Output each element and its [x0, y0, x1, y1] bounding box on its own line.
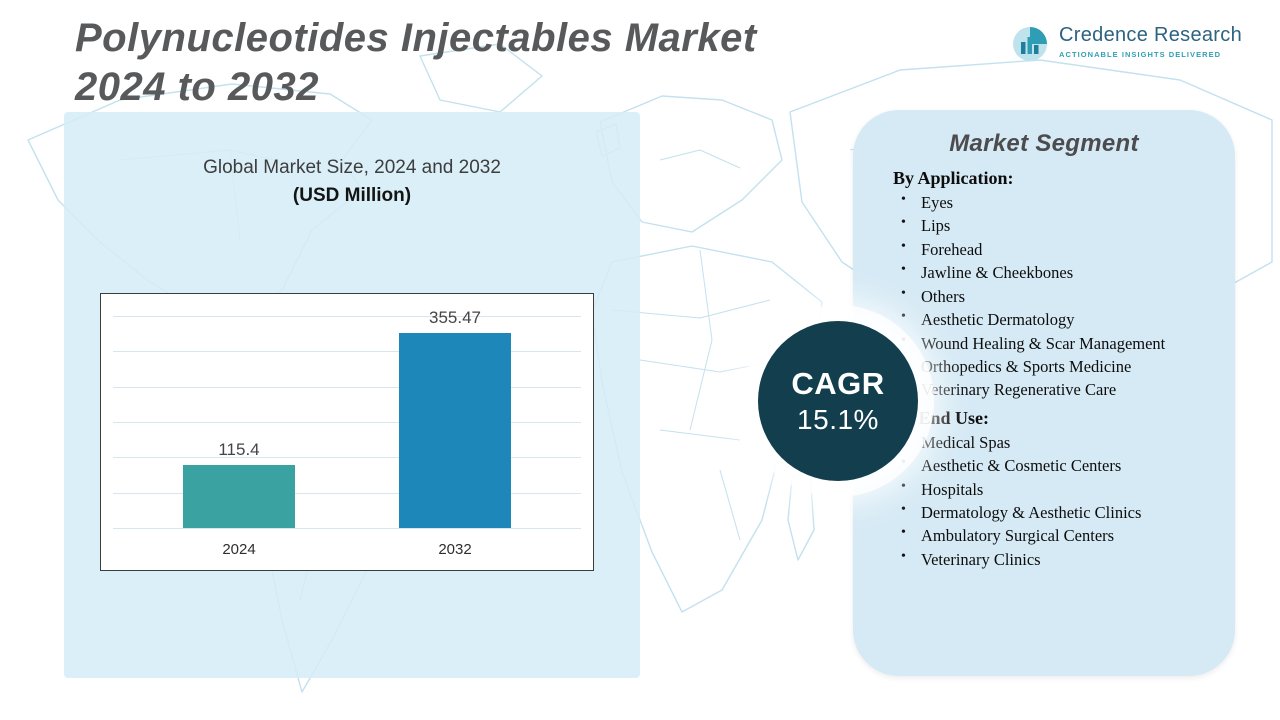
logo-name: Credence Research: [1059, 24, 1242, 46]
segment-item: Ambulatory Surgical Centers: [893, 523, 1209, 547]
bar-column-2032: 355.47 2032: [399, 308, 511, 558]
segment-item: Orthopedics & Sports Medicine: [893, 354, 1209, 378]
logo-tagline: ACTIONABLE INSIGHTS DELIVERED: [1059, 50, 1222, 59]
gridline: [113, 457, 581, 459]
gridline: [113, 386, 581, 388]
bar-2032: [399, 333, 511, 528]
bar-value-label: 355.47: [429, 308, 481, 327]
page-title-line1: Polynucleotides Injectables Market: [75, 16, 757, 60]
map-greenland: [419, 43, 543, 113]
gridline: [113, 351, 581, 353]
gridline: [113, 492, 581, 494]
segment-item: Aesthetic & Cosmetic Centers: [893, 453, 1209, 477]
segment-panel-body: By Application:EyesLipsForeheadJawline &…: [853, 168, 1235, 571]
segment-list: EyesLipsForeheadJawline & CheekbonesOthe…: [893, 190, 1209, 402]
bar-value-label: 115.4: [218, 440, 260, 459]
logo-text: Credence Research ACTIONABLE INSIGHTS DE…: [1059, 24, 1242, 59]
gridline: [113, 316, 581, 317]
logo-icon: [1013, 27, 1048, 61]
segment-item: Veterinary Regenerative Care: [893, 377, 1209, 401]
map-madagascar: [787, 469, 815, 561]
segment-item: Others: [893, 284, 1209, 308]
segment-heading: By End Use:: [893, 407, 990, 428]
bar-column-2024: 115.4 2024: [183, 308, 295, 558]
gridline: [113, 422, 581, 423]
segment-item: Lips: [893, 213, 1209, 237]
segment-list: Medical SpasAesthetic & Cosmetic Centers…: [893, 430, 1209, 572]
segment-item: Veterinary Clinics: [893, 547, 1209, 571]
chart-subtitle-line2: (USD Million): [292, 185, 412, 206]
cagr-label: CAGR: [791, 366, 885, 401]
logo: Credence Research ACTIONABLE INSIGHTS DE…: [1010, 24, 1242, 64]
segment-item: Wound Healing & Scar Management: [893, 331, 1209, 355]
chart-plot-area: 115.4 2024 355.47 2032: [131, 308, 563, 558]
chart-subtitle: Global Market Size, 2024 and 2032 (USD M…: [64, 157, 640, 207]
segment-item: Aesthetic Dermatology: [893, 307, 1209, 331]
segment-item: Eyes: [893, 190, 1209, 214]
chart-subtitle-line1: Global Market Size, 2024 and 2032: [203, 157, 501, 178]
segment-panel-title: Market Segment: [949, 130, 1139, 157]
chart-gridlines: [113, 316, 581, 529]
page-title: Polynucleotides Injectables Market 2024 …: [75, 14, 757, 112]
segment-heading: By Application:: [893, 168, 1014, 188]
segment-item: Jawline & Cheekbones: [893, 260, 1209, 284]
bar-category-label: 2024: [222, 541, 256, 558]
gridline: [113, 528, 581, 529]
bar-chart: 115.4 2024 355.47 2032: [100, 293, 594, 571]
chart-panel: Global Market Size, 2024 and 2032 (USD M…: [64, 112, 640, 678]
segment-item: Medical Spas: [893, 430, 1209, 454]
segment-item: Hospitals: [893, 477, 1209, 501]
segment-item: Forehead: [893, 237, 1209, 261]
page-title-line2: 2024 to 2032: [75, 64, 319, 109]
bar-category-label: 2032: [438, 541, 472, 558]
cagr-badge: CAGR 15.1%: [758, 321, 918, 481]
bar-2024: [183, 465, 295, 528]
segment-item: Dermatology & Aesthetic Clinics: [893, 500, 1209, 524]
cagr-value: 15.1%: [797, 404, 879, 435]
